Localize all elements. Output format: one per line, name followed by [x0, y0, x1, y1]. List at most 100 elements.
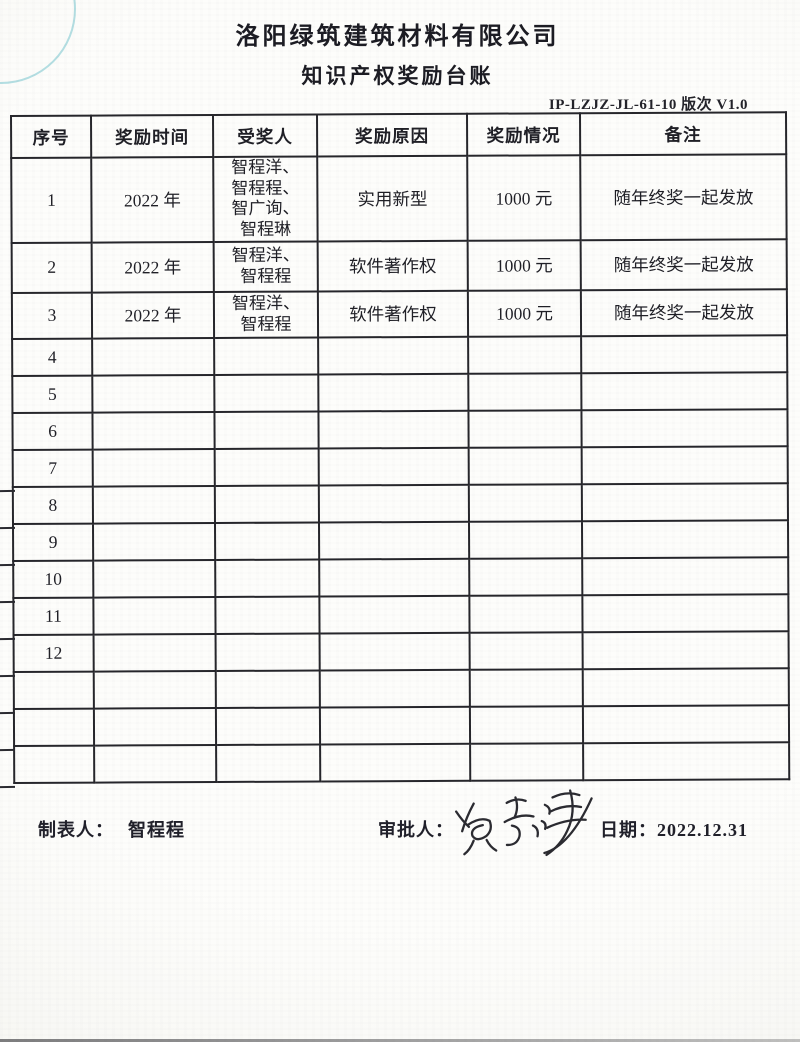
- cell-amount: [469, 558, 583, 596]
- cell-reason: [318, 410, 469, 449]
- header-people: 受奖人: [213, 114, 318, 158]
- cell-time: [92, 374, 215, 413]
- cell-reason: 软件著作权: [317, 290, 469, 338]
- cell-recipients: [214, 485, 319, 523]
- cell-recipients: [215, 559, 320, 597]
- page-title: 知识产权奖励台账: [301, 64, 494, 88]
- cell-time: [93, 670, 216, 709]
- header-no: 序号: [11, 115, 92, 158]
- cell-no: 1: [11, 157, 92, 243]
- cell-time: [93, 633, 216, 672]
- cell-remark: 随年终奖一起发放: [580, 289, 788, 337]
- cell-remark: [582, 705, 790, 744]
- table-row: 1 2022 年智程洋、 智程程、 智广询、 智程琳 实用新型 1000 元随年终奖一…: [11, 154, 787, 243]
- cell-remark: 随年终奖一起发放: [580, 239, 787, 291]
- cell-time: 2022 年: [91, 291, 215, 339]
- cell-no: 8: [12, 486, 93, 524]
- table-row: [14, 742, 790, 783]
- cell-remark: 随年终奖一起发放: [580, 154, 787, 241]
- cell-remark: [581, 520, 789, 559]
- table-row: 5: [12, 372, 788, 413]
- footer: 制表人： 智程程 审批人： 日期：2022.12.31: [0, 789, 800, 884]
- cell-recipients: [215, 707, 321, 745]
- cell-reason: [319, 669, 470, 708]
- cell-amount: [469, 632, 583, 670]
- cell-reason: [319, 595, 470, 634]
- cell-amount: [468, 521, 583, 559]
- header-amount: 奖励情况: [466, 113, 581, 156]
- cell-no: 6: [12, 412, 93, 450]
- cell-reason: [318, 484, 469, 523]
- document-code: IP-LZJZ-JL-61-10 版次 V1.0: [548, 97, 748, 113]
- cell-time: [92, 485, 215, 524]
- cell-time: [92, 522, 216, 561]
- cell-no: 3: [11, 292, 93, 339]
- cell-remark: [581, 483, 788, 522]
- cell-recipients: 智程洋、 智程程: [213, 291, 319, 338]
- table-row: 10: [13, 557, 789, 598]
- header-reason: 奖励原因: [317, 113, 468, 157]
- cell-amount: [468, 336, 582, 374]
- cell-remark: [582, 631, 789, 670]
- date-text: 日期：2022.12.31: [600, 820, 748, 840]
- cell-reason: [320, 743, 471, 782]
- cell-amount: [469, 669, 583, 707]
- cell-no: [13, 671, 94, 709]
- cell-remark: [581, 409, 788, 448]
- cell-remark: [582, 668, 789, 707]
- cell-time: 2022 年: [91, 241, 214, 293]
- cell-remark: [583, 742, 790, 781]
- table-row: 3 2022 年智程洋、 智程程 软件著作权 1000 元随年终奖一起发放: [11, 289, 788, 339]
- cell-reason: [318, 336, 469, 375]
- cell-reason: [319, 706, 471, 745]
- cell-amount: [469, 706, 584, 744]
- table-row: 2 2022 年智程洋、 智程程 软件著作权 1000 元随年终奖一起发放: [11, 239, 787, 293]
- table-row: 7: [12, 446, 788, 487]
- cell-amount: 1000 元: [467, 290, 582, 337]
- table-row: 12: [13, 631, 789, 672]
- table-row: 9: [12, 520, 789, 561]
- cell-amount: [470, 743, 584, 781]
- table-row: 4: [12, 335, 788, 376]
- cell-remark: [582, 594, 789, 633]
- cell-reason: [319, 632, 470, 671]
- cell-time: [92, 411, 215, 450]
- cell-reason: 软件著作权: [317, 240, 468, 292]
- cell-no: 5: [12, 375, 93, 413]
- header-remark: 备注: [579, 112, 787, 156]
- table-row: 11: [13, 594, 789, 635]
- cell-amount: [469, 595, 583, 633]
- cell-time: [93, 596, 216, 635]
- cell-time: [92, 337, 215, 376]
- cell-recipients: [214, 448, 319, 486]
- cell-no: 9: [12, 523, 94, 561]
- cell-no: 4: [12, 338, 93, 376]
- cell-time: [94, 744, 217, 783]
- table-row: 8: [12, 483, 788, 524]
- cell-no: [14, 745, 95, 783]
- cell-recipients: [215, 670, 320, 708]
- cell-amount: [468, 447, 582, 485]
- table-header-row: 序号 奖励时间 受奖人 奖励原因 奖励情况 备注: [11, 112, 787, 158]
- cell-amount: 1000 元: [467, 240, 581, 291]
- cell-remark: [582, 557, 789, 596]
- cell-recipients: 智程洋、 智程程: [213, 241, 318, 292]
- cell-reason: [318, 521, 470, 560]
- cell-reason: [318, 447, 469, 486]
- cell-reason: 实用新型: [317, 155, 468, 242]
- cell-reason: [318, 373, 469, 412]
- table-row: 6: [12, 409, 788, 450]
- cell-recipients: [214, 522, 320, 560]
- reward-ledger-table: 序号 奖励时间 受奖人 奖励原因 奖励情况 备注 1 2022 年智程洋、 智程程…: [10, 111, 790, 784]
- cell-recipients: [215, 596, 320, 634]
- preparer-label: 制表人：: [38, 820, 114, 840]
- cell-remark: [581, 446, 788, 485]
- cell-no: 10: [13, 560, 94, 598]
- cell-remark: [581, 372, 788, 411]
- table-row: [13, 705, 790, 746]
- cell-time: 2022 年: [91, 157, 214, 243]
- table-row: [13, 668, 789, 709]
- company-title: 洛阳绿筑建筑材料有限公司: [235, 24, 560, 50]
- cell-amount: [468, 410, 582, 448]
- cell-time: [92, 448, 215, 487]
